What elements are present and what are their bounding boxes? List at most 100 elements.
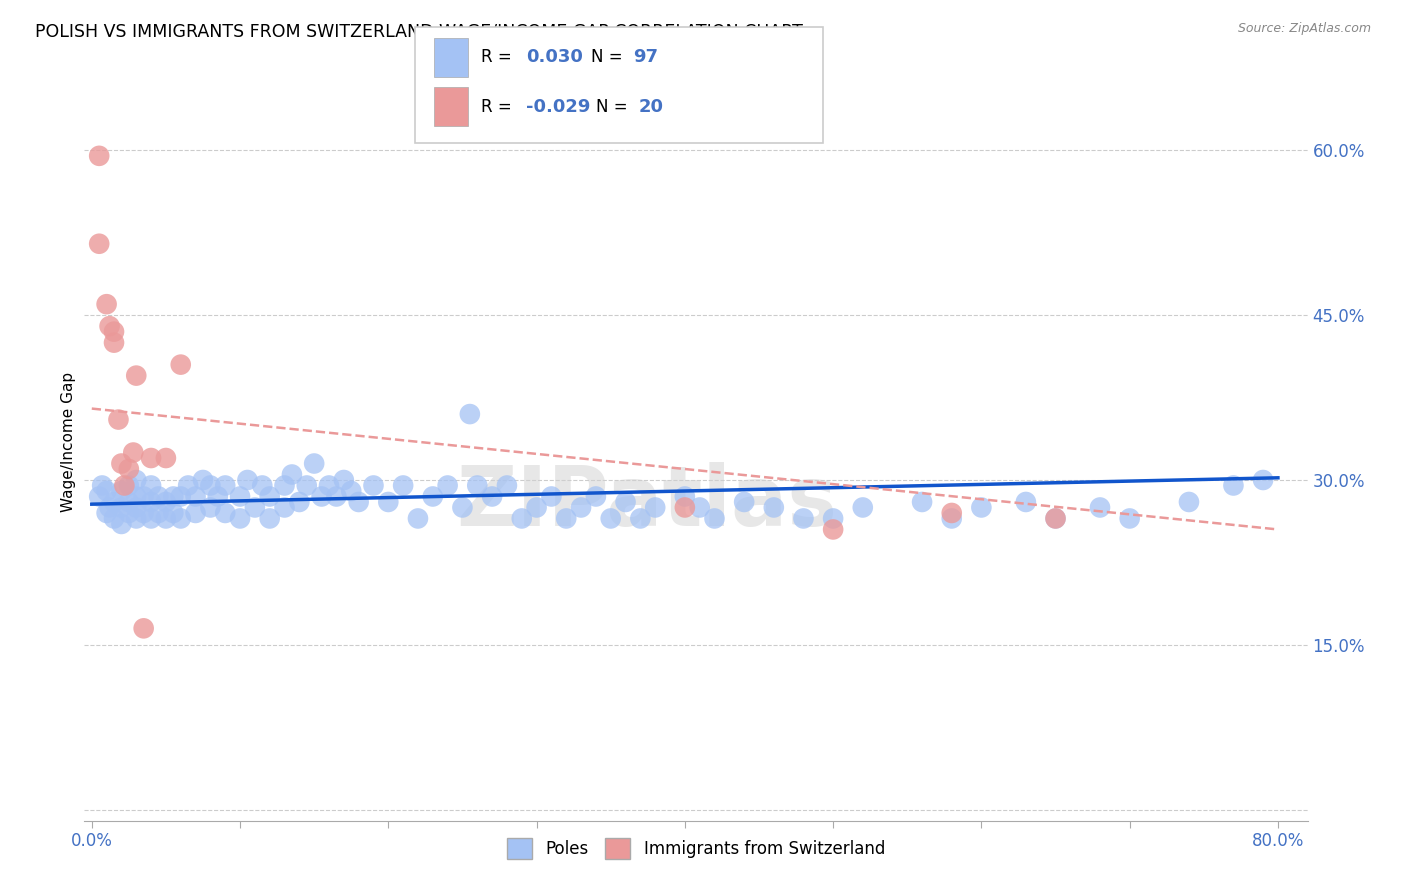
Point [184, 490, 207, 504]
Point [139, 495, 162, 509]
Text: R =: R = [481, 48, 517, 66]
Point [96, 297, 118, 311]
Point [1178, 495, 1201, 509]
Point [823, 523, 845, 537]
Point [941, 511, 963, 525]
Y-axis label: Wage/Income Gap: Wage/Income Gap [60, 371, 76, 512]
Point [1015, 495, 1038, 509]
Text: Source: ZipAtlas.com: Source: ZipAtlas.com [1237, 22, 1371, 36]
Point [762, 500, 785, 515]
Point [614, 495, 637, 509]
Point [273, 500, 295, 515]
Point [1045, 511, 1067, 525]
Point [110, 483, 132, 498]
Point [273, 478, 295, 492]
Point [941, 506, 963, 520]
Point [125, 500, 148, 515]
Point [569, 500, 592, 515]
Point [118, 506, 141, 520]
Point [295, 478, 318, 492]
Text: 97: 97 [633, 48, 658, 66]
Point [377, 495, 399, 509]
Legend: Poles, Immigrants from Switzerland: Poles, Immigrants from Switzerland [501, 831, 891, 865]
Point [148, 490, 170, 504]
Point [673, 490, 696, 504]
Point [132, 490, 155, 504]
Text: N =: N = [591, 48, 627, 66]
Point [191, 473, 214, 487]
Point [823, 511, 845, 525]
Point [311, 490, 333, 504]
Point [911, 495, 934, 509]
Point [229, 490, 252, 504]
Point [325, 490, 347, 504]
Point [392, 478, 415, 492]
Point [243, 500, 266, 515]
Point [281, 467, 304, 482]
Point [540, 490, 562, 504]
Point [288, 495, 311, 509]
Point [1118, 511, 1140, 525]
Point [318, 478, 340, 492]
Point [162, 490, 184, 504]
Point [585, 490, 607, 504]
Point [110, 516, 132, 531]
Point [107, 412, 129, 426]
Point [644, 500, 666, 515]
Point [103, 511, 125, 525]
Point [555, 511, 578, 525]
Point [363, 478, 385, 492]
Point [96, 483, 118, 498]
Point [1251, 473, 1274, 487]
Point [184, 506, 207, 520]
Point [510, 511, 533, 525]
Text: POLISH VS IMMIGRANTS FROM SWITZERLAND WAGE/INCOME GAP CORRELATION CHART: POLISH VS IMMIGRANTS FROM SWITZERLAND WA… [35, 22, 803, 40]
Point [259, 490, 281, 504]
Text: 0.030: 0.030 [526, 48, 582, 66]
Point [98, 319, 121, 334]
Text: N =: N = [596, 98, 633, 116]
Point [852, 500, 875, 515]
Point [118, 495, 141, 509]
Point [148, 506, 170, 520]
Point [89, 149, 111, 163]
Point [259, 511, 281, 525]
Point [252, 478, 274, 492]
Point [122, 445, 145, 459]
Point [302, 457, 325, 471]
Point [200, 478, 222, 492]
Point [118, 478, 141, 492]
Point [1045, 511, 1067, 525]
Point [458, 407, 481, 421]
Point [89, 236, 111, 251]
Point [733, 495, 755, 509]
Point [340, 483, 363, 498]
Point [170, 511, 193, 525]
Point [465, 478, 488, 492]
Point [1088, 500, 1111, 515]
Point [496, 478, 519, 492]
Point [132, 506, 155, 520]
Point [214, 478, 236, 492]
Point [155, 511, 177, 525]
Point [207, 490, 229, 504]
Point [689, 500, 711, 515]
Point [170, 490, 193, 504]
Point [422, 490, 444, 504]
Point [526, 500, 548, 515]
Text: 20: 20 [638, 98, 664, 116]
Point [139, 450, 162, 465]
Point [214, 506, 236, 520]
Text: ZIPatlas: ZIPatlas [457, 462, 838, 542]
Point [91, 478, 114, 492]
Point [162, 506, 184, 520]
Point [89, 490, 111, 504]
Point [98, 500, 121, 515]
Point [236, 473, 259, 487]
Point [406, 511, 429, 525]
Point [125, 511, 148, 525]
Point [155, 495, 177, 509]
Point [132, 621, 155, 635]
Point [103, 325, 125, 339]
Point [110, 500, 132, 515]
